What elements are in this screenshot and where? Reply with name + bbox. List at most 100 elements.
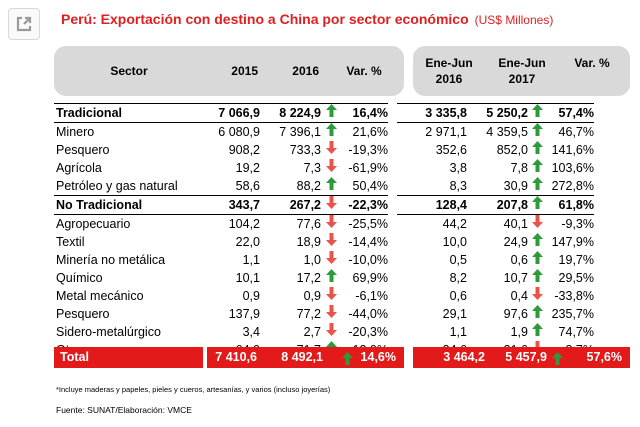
row-arrow-semester xyxy=(528,215,546,234)
row-sector: Textil xyxy=(56,234,85,249)
row-var-semester: 46,7% xyxy=(558,124,594,139)
row-sector: Minería no metálica xyxy=(56,252,166,267)
row-arrow-annual xyxy=(321,287,341,305)
row-ene-jun-2017: 5 250,2 xyxy=(467,103,528,123)
row-2015: 7 066,9 xyxy=(205,103,260,123)
row-ene-jun-2017: 30,9 xyxy=(503,178,528,193)
row-sector: Metal mecánico xyxy=(56,288,144,303)
row-var-semester: 61,8% xyxy=(546,195,594,215)
total-annual-block: 7 410,6 8 492,1 14,6% xyxy=(207,347,404,368)
row-var-semester: 272,8% xyxy=(551,178,594,193)
header-annual: Sector 2015 2016 Var. % xyxy=(54,46,404,96)
row-arrow-semester xyxy=(528,159,546,177)
share-button[interactable] xyxy=(8,8,40,40)
header-ene-jun-2016-b: 2016 xyxy=(435,72,463,86)
arrow-up-icon xyxy=(325,123,337,141)
arrow-down-icon xyxy=(325,305,337,323)
row-ene-jun-2016: 3 335,8 xyxy=(397,103,467,123)
row-ene-jun-2016: 8,3 xyxy=(449,178,467,193)
arrow-up-icon xyxy=(325,269,337,287)
header-var-semester: Var. % xyxy=(574,56,610,70)
table-row: Sidero-metalúrgico 3,4 2,7 -20,3% 1,1 1,9 74,7… xyxy=(54,323,594,341)
table-row: Químico 10,1 17,2 69,9% 8,2 10,7 29,5% xyxy=(54,269,594,287)
row-ene-jun-2017: 40,1 xyxy=(503,216,528,231)
row-var-semester: 103,6% xyxy=(551,160,594,175)
title-unit: (US$ Millones) xyxy=(474,13,554,27)
row-ene-jun-2016: 10,0 xyxy=(442,234,467,249)
arrow-down-icon xyxy=(325,323,337,341)
title-text: Perú: Exportación con destino a China po… xyxy=(61,11,469,27)
row-arrow-semester xyxy=(528,305,546,323)
row-gap xyxy=(388,287,397,305)
table-row: Textil 22,0 18,9 -14,4% 10,0 24,9 147,9% xyxy=(54,233,594,251)
row-var-annual: 50,4% xyxy=(352,178,388,193)
row-sector: Agropecuario xyxy=(56,216,131,231)
row-2015: 343,7 xyxy=(205,195,260,215)
row-sector: Químico xyxy=(56,270,103,285)
arrow-up-icon xyxy=(531,251,543,269)
row-var-annual: -44,0% xyxy=(348,306,388,321)
total-ene-jun-2017: 5 457,9 xyxy=(505,350,547,364)
row-var-annual: -19,3% xyxy=(348,142,388,157)
row-arrow-annual xyxy=(321,269,341,287)
row-arrow-annual xyxy=(321,159,341,177)
row-arrow-semester xyxy=(528,269,546,287)
row-var-semester: -33,8% xyxy=(554,288,594,303)
row-arrow-annual xyxy=(321,251,341,269)
row-ene-jun-2017: 97,6 xyxy=(503,306,528,321)
arrow-up-icon xyxy=(531,177,543,195)
row-ene-jun-2016: 0,6 xyxy=(449,288,467,303)
arrow-down-icon xyxy=(325,287,337,305)
row-sector: Agrícola xyxy=(56,160,102,175)
table-row: Petróleo y gas natural 58,6 88,2 50,4% 8,3 30… xyxy=(54,177,594,196)
row-ene-jun-2016: 1,1 xyxy=(449,324,467,339)
table-row: Pesquero 137,9 77,2 -44,0% 29,1 97,6 235,7% xyxy=(54,305,594,323)
total-2016: 8 492,1 xyxy=(281,350,323,364)
row-2016: 18,9 xyxy=(296,234,321,249)
row-ene-jun-2017: 24,9 xyxy=(503,234,528,249)
arrow-down-icon xyxy=(531,287,543,305)
arrow-down-icon xyxy=(325,141,337,159)
row-gap xyxy=(388,104,397,123)
table-row: Metal mecánico 0,9 0,9 -6,1% 0,6 0,4 -33,8% xyxy=(54,287,594,305)
arrow-up-icon xyxy=(531,269,543,287)
row-2016: 0,9 xyxy=(303,288,321,303)
row-var-semester: 74,7% xyxy=(558,324,594,339)
row-arrow-semester xyxy=(528,141,546,159)
footnote: *Incluye maderas y papeles, pieles y cue… xyxy=(56,385,331,394)
row-2015: 22,0 xyxy=(235,234,260,249)
row-2016: 77,2 xyxy=(296,306,321,321)
row-ene-jun-2017: 0,4 xyxy=(510,288,528,303)
row-arrow-annual xyxy=(321,215,341,234)
row-ene-jun-2016: 0,5 xyxy=(449,252,467,267)
page-title: Perú: Exportación con destino a China po… xyxy=(61,11,553,27)
total-arrow-semester-icon xyxy=(552,351,563,372)
row-gap xyxy=(388,177,397,196)
source-note: Fuente: SUNAT/Elaboración: VMCE xyxy=(56,405,192,415)
row-arrow-annual xyxy=(321,233,341,251)
row-2015: 10,1 xyxy=(235,270,260,285)
row-gap xyxy=(388,323,397,341)
row-2016: 733,3 xyxy=(289,142,321,157)
header-var-annual: Var. % xyxy=(346,64,382,78)
row-sector: Petróleo y gas natural xyxy=(56,178,178,193)
arrow-down-icon xyxy=(325,196,337,214)
row-2016: 7,3 xyxy=(303,160,321,175)
row-gap xyxy=(388,305,397,323)
row-gap xyxy=(388,215,397,234)
row-2016: 77,6 xyxy=(296,216,321,231)
row-var-annual: -20,3% xyxy=(348,324,388,339)
row-arrow-semester xyxy=(528,287,546,305)
row-var-semester: 19,7% xyxy=(558,252,594,267)
row-2016: 7 396,1 xyxy=(279,124,321,139)
row-2015: 1,1 xyxy=(242,252,260,267)
row-2015: 104,2 xyxy=(228,216,260,231)
row-sector: Pesquero xyxy=(56,306,110,321)
row-arrow-semester xyxy=(528,251,546,269)
row-var-annual: -6,1% xyxy=(355,288,388,303)
row-2016: 8 224,9 xyxy=(260,103,321,123)
row-arrow-semester xyxy=(528,123,546,142)
row-var-annual: 21,6% xyxy=(352,124,388,139)
arrow-down-icon xyxy=(325,159,337,177)
row-ene-jun-2017: 10,7 xyxy=(503,270,528,285)
